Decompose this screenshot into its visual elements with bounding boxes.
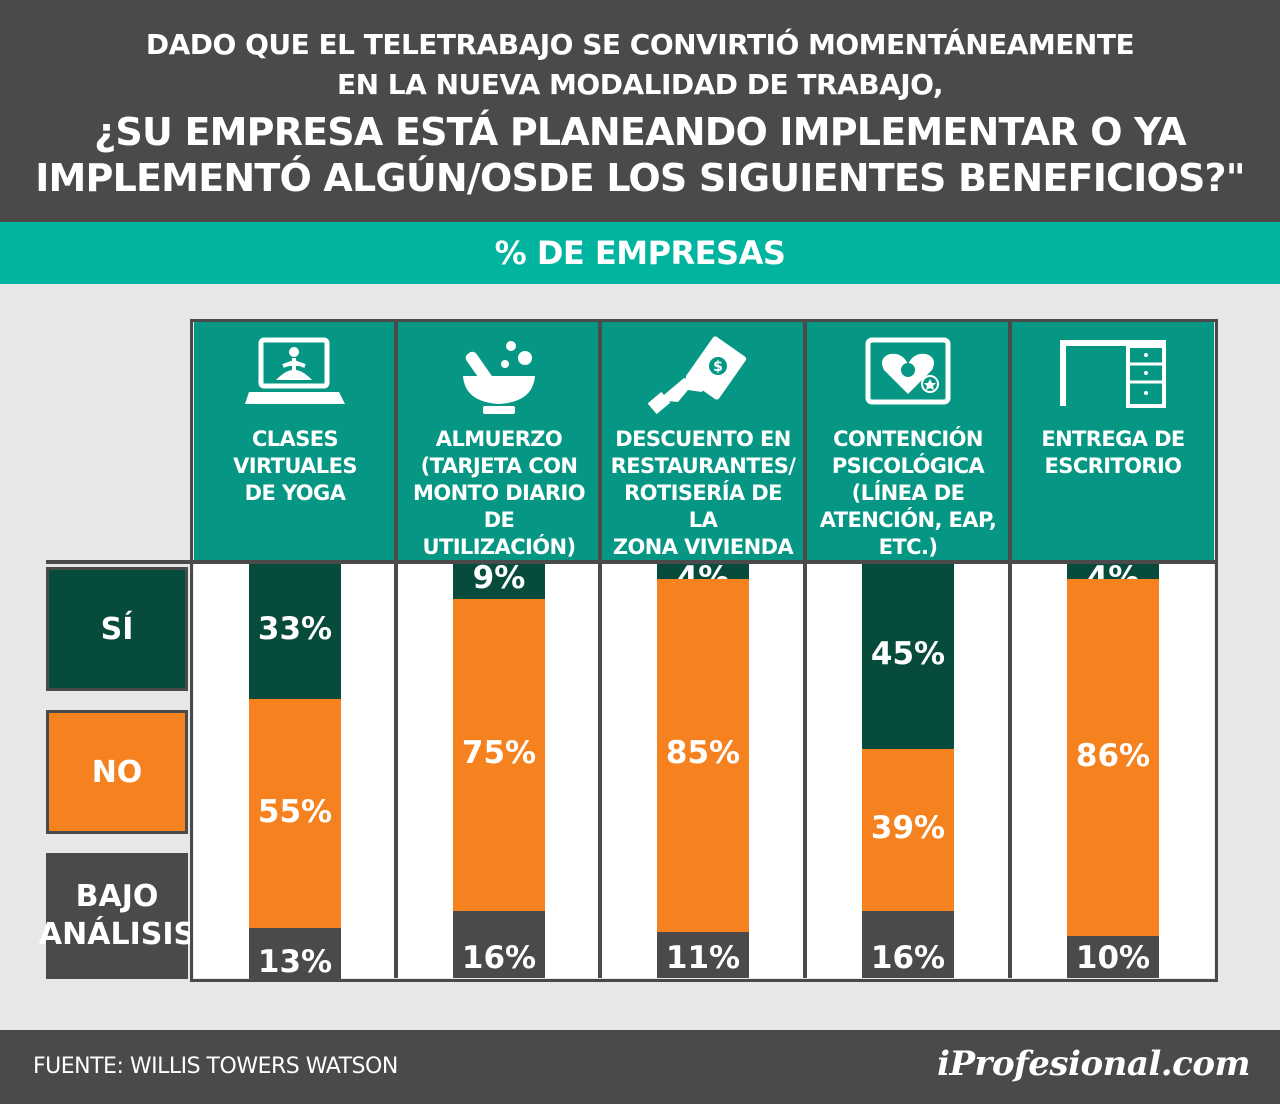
question-line-1: ¿SU EMPRESA ESTÁ PLANEANDO IMPLEMENTAR O… (94, 110, 1186, 154)
category-label-line: ETC.) (878, 535, 938, 559)
bar-segment-bajo-analisis: 11% (657, 932, 749, 978)
legend-si: SÍ (46, 567, 188, 691)
data-label: 16% (461, 939, 537, 976)
category-label-line: (TARJETA CON (420, 454, 578, 478)
grid-divider (803, 322, 807, 978)
bar-segment-bajo-analisis: 16% (453, 911, 545, 978)
category-label-line: ALMUERZO (435, 427, 563, 451)
data-label: 86% (1075, 737, 1151, 774)
bar-segment-no: 55% (249, 699, 341, 929)
bar-segment-bajo-analisis: 16% (862, 911, 954, 978)
data-label: 9% (472, 560, 526, 596)
category-label-line: ESCRITORIO (1044, 454, 1182, 478)
bar-segment-bajo-analisis: 13% (249, 928, 341, 983)
category-label-line: DE YOGA (244, 481, 346, 505)
legend-top-divider (46, 560, 194, 564)
category-label-line: DESCUENTO EN (615, 427, 791, 451)
category-label-line: CONTENCIÓN (833, 427, 983, 451)
legend-bajo-line-2: ANÁLISIS (38, 917, 196, 952)
category-label-line: ZONA VIVIENDA (612, 535, 794, 559)
category-label: ALMUERZO (TARJETA CON MONTO DIARIO DE UTILI… (398, 426, 600, 561)
data-label: 10% (1075, 939, 1151, 976)
bar-segment-si: 9% (453, 560, 545, 600)
data-label: 45% (870, 635, 946, 672)
mortar-bowl-icon (449, 336, 549, 420)
data-label: 13% (257, 944, 333, 981)
legend-no-label: NO (91, 754, 143, 790)
subtitle-line-2: EN LA NUEVA MODALIDAD DE TRABAJO, (337, 68, 944, 101)
bar-segment-si: 45% (862, 562, 954, 750)
category-label-line: DE UTILIZACIÓN) (422, 508, 577, 559)
category-label: ENTREGA DE ESCRITORIO (1012, 426, 1214, 480)
category-label-line: VIRTUALES (233, 454, 357, 478)
category-label-line: (LÍNEA DE (851, 481, 965, 505)
category-header: ALMUERZO (TARJETA CON MONTO DIARIO DE UTILI… (398, 322, 600, 562)
category-label-line: ROTISERÍA DE LA (624, 481, 782, 532)
category-label: CONTENCIÓN PSICOLÓGICA (LÍNEA DE ATENCIÓN, … (807, 426, 1009, 561)
data-label: 39% (870, 810, 946, 847)
category-label-line: ENTREGA DE (1041, 427, 1185, 451)
question-line-2: IMPLEMENTÓ ALGÚN/OSDE LOS SIGUIENTES BEN… (35, 156, 1245, 200)
svg-text:$: $ (713, 359, 723, 375)
legend-bajo-line-1: BAJO (75, 879, 159, 914)
units-label: % DE EMPRESAS (494, 234, 786, 272)
data-label: 75% (461, 735, 537, 772)
source-note: FUENTE: WILLIS TOWERS WATSON (33, 1054, 398, 1079)
heart-support-icon (858, 336, 958, 420)
data-label: 16% (870, 939, 946, 976)
data-label: 11% (665, 939, 741, 976)
bar-segment-no: 86% (1067, 578, 1159, 937)
grid-divider (1008, 322, 1012, 978)
category-label-line: CLASES (251, 427, 339, 451)
chart-frame (190, 319, 1218, 982)
discount-hand-icon: $ (647, 336, 758, 420)
bar-segment-no: 75% (453, 599, 545, 912)
category-label-line: MONTO DIARIO (413, 481, 586, 505)
category-header: CONTENCIÓN PSICOLÓGICA (LÍNEA DE ATENCIÓN, … (807, 322, 1009, 562)
category-label-line: ATENCIÓN, EAP, (819, 508, 997, 532)
units-band: % DE EMPRESAS (0, 222, 1280, 284)
subtitle-line-1: DADO QUE EL TELETRABAJO SE CONVIRTIÓ MOM… (145, 28, 1135, 61)
data-label: 85% (665, 735, 741, 772)
bar-segment-no: 39% (862, 749, 954, 912)
bar-segment-si: 33% (249, 562, 341, 700)
data-label: 33% (257, 610, 333, 647)
brand-logo: iProfesional.com (937, 1044, 1250, 1084)
bar-segment-no: 85% (657, 578, 749, 933)
data-label: 55% (257, 793, 333, 830)
category-header: CLASES VIRTUALES DE YOGA (194, 322, 396, 562)
bar-segment-bajo-analisis: 10% (1067, 936, 1159, 978)
desk-icon (1058, 336, 1168, 414)
legend-si-label: SÍ (100, 611, 134, 647)
grid-divider (598, 322, 602, 978)
category-label-line: PSICOLÓGICA (831, 454, 985, 478)
category-header: ENTREGA DE ESCRITORIO (1012, 322, 1214, 562)
grid-divider (394, 322, 398, 978)
legend-no: NO (46, 710, 188, 834)
category-label-line: RESTAURANTES/ (610, 454, 796, 478)
grid-divider (190, 560, 1218, 564)
yoga-laptop-icon (245, 336, 345, 414)
legend-bajo-analisis: BAJO ANÁLISIS (39, 853, 195, 979)
category-header: $ DESCUENTO EN RESTAURANTES/ROTISERÍA DE … (602, 322, 804, 586)
footer: FUENTE: WILLIS TOWERS WATSON iProfesiona… (0, 1030, 1280, 1104)
header: DADO QUE EL TELETRABAJO SE CONVIRTIÓ MOM… (0, 0, 1280, 222)
category-label: CLASES VIRTUALES DE YOGA (194, 426, 396, 507)
